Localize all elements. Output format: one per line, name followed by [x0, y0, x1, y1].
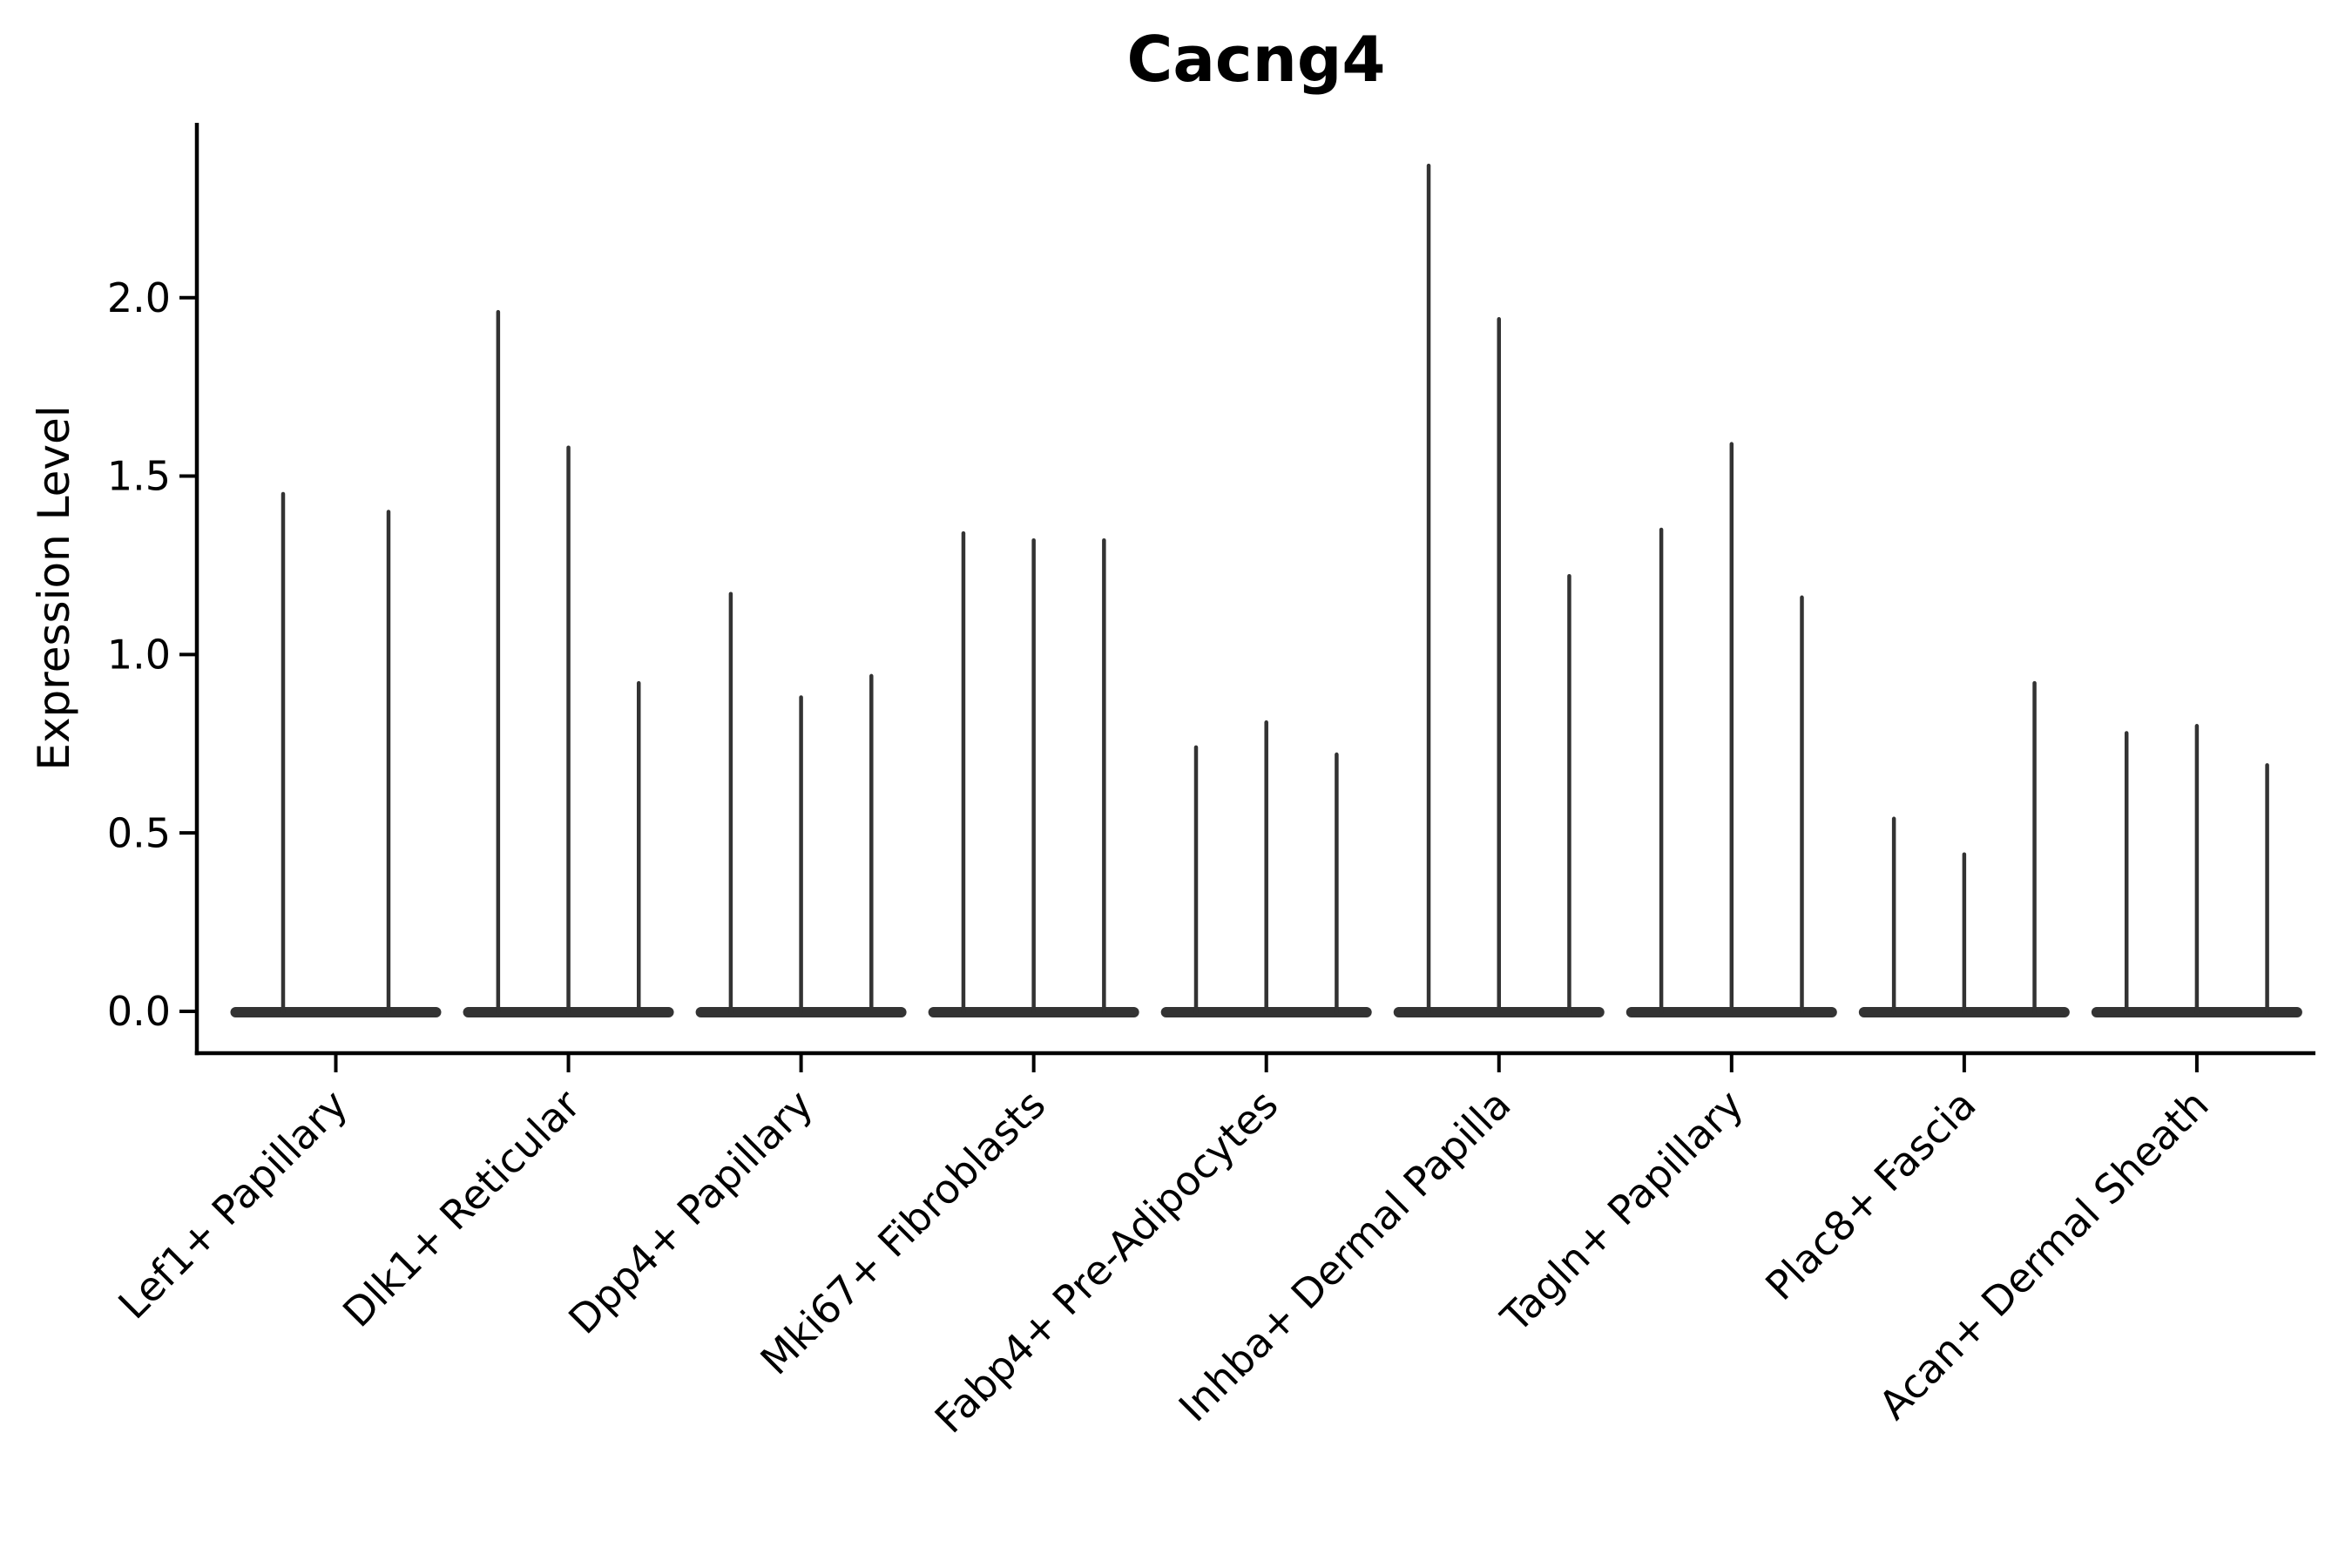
- violin-group: [463, 309, 674, 1017]
- violin-group: [2091, 724, 2302, 1017]
- y-tick-label: 0.5: [107, 809, 171, 856]
- violin-group: [928, 531, 1139, 1017]
- x-tick-label: Dlk1+ Reticular: [334, 1081, 589, 1336]
- violin-group: [1625, 442, 1837, 1017]
- violin-base: [230, 1007, 442, 1017]
- violin-group: [695, 591, 907, 1017]
- y-tick-label: 1.0: [107, 631, 171, 678]
- x-tick-label: Lef1+ Papillary: [109, 1081, 356, 1328]
- violin-group: [230, 491, 442, 1017]
- x-tick-label: Tagln+ Papillary: [1491, 1081, 1753, 1342]
- violin-group: [1393, 163, 1605, 1017]
- x-tick-label: Dpp4+ Papillary: [559, 1081, 821, 1343]
- y-tick-label: 1.5: [107, 453, 171, 500]
- chart-title: Cacng4: [1126, 23, 1386, 96]
- violin-group: [1858, 680, 2070, 1017]
- x-tick-label: Plac8+ Fascia: [1756, 1081, 1984, 1309]
- y-tick-label: 2.0: [107, 274, 171, 321]
- violin-group: [1160, 720, 1372, 1017]
- y-tick-label: 0.0: [107, 988, 171, 1035]
